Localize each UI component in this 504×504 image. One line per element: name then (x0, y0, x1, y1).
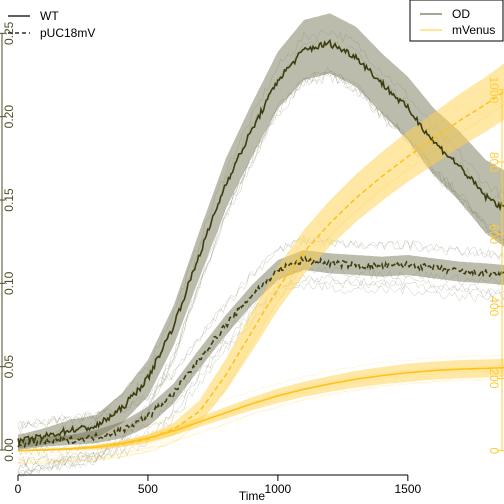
series-line-od-puc18mv (17, 255, 504, 448)
y-tick-label: 0.15 (2, 188, 16, 212)
replicate-trace (17, 354, 504, 440)
y-axis-left: 0.000.050.100.150.200.25 (0, 21, 16, 462)
legend-label-wt: WT (40, 9, 59, 23)
legend-channel: OD mVenus (409, 0, 504, 42)
y-right-tick-label: 1000 (487, 76, 501, 103)
legend-label-mvenus: mVenus (452, 23, 495, 37)
y-right-tick-label: 600 (487, 224, 501, 244)
y-tick-label: 0.20 (2, 105, 16, 129)
replicate-trace (17, 377, 504, 463)
x-tick-label: 0 (15, 482, 22, 496)
x-tick-label: 1500 (394, 482, 421, 496)
replicate-trace (17, 236, 504, 430)
replicate-trace (17, 234, 504, 429)
x-axis-title: Time (239, 489, 266, 503)
series-lines (17, 38, 504, 452)
band-od-puc18mv (18, 250, 504, 450)
series-bands (18, 13, 504, 451)
series-line-od-wt (17, 38, 504, 447)
band-od-wt (18, 13, 504, 449)
x-axis: 0 500 1000 1500 (15, 475, 422, 496)
legend-label-od: OD (452, 7, 470, 21)
y-right-tick-label: 0 (487, 447, 501, 454)
y-right-tick-label: 800 (487, 152, 501, 172)
y-tick-label: 0.00 (2, 438, 16, 462)
legend-label-puc18mv: pUC18mV (40, 26, 95, 40)
replicate-trace (17, 28, 504, 434)
y-axis-right: 0 200 400 600 800 1000 (487, 76, 504, 454)
band-mvenus-wt (18, 358, 504, 451)
legend-strain: WT pUC18mV (8, 9, 95, 40)
y-right-tick-label: 400 (487, 296, 501, 316)
y-tick-label: 0.10 (2, 271, 16, 295)
x-tick-label: 1000 (265, 482, 292, 496)
band-mvenus-puc18mv (18, 63, 504, 451)
y-tick-label: 0.05 (2, 355, 16, 379)
y-right-tick-label: 200 (487, 368, 501, 388)
x-tick-label: 500 (138, 482, 158, 496)
legend-channel-box (409, 0, 504, 42)
replicate-trace (17, 377, 504, 462)
series-line-mvenus-puc18mv (17, 90, 504, 452)
